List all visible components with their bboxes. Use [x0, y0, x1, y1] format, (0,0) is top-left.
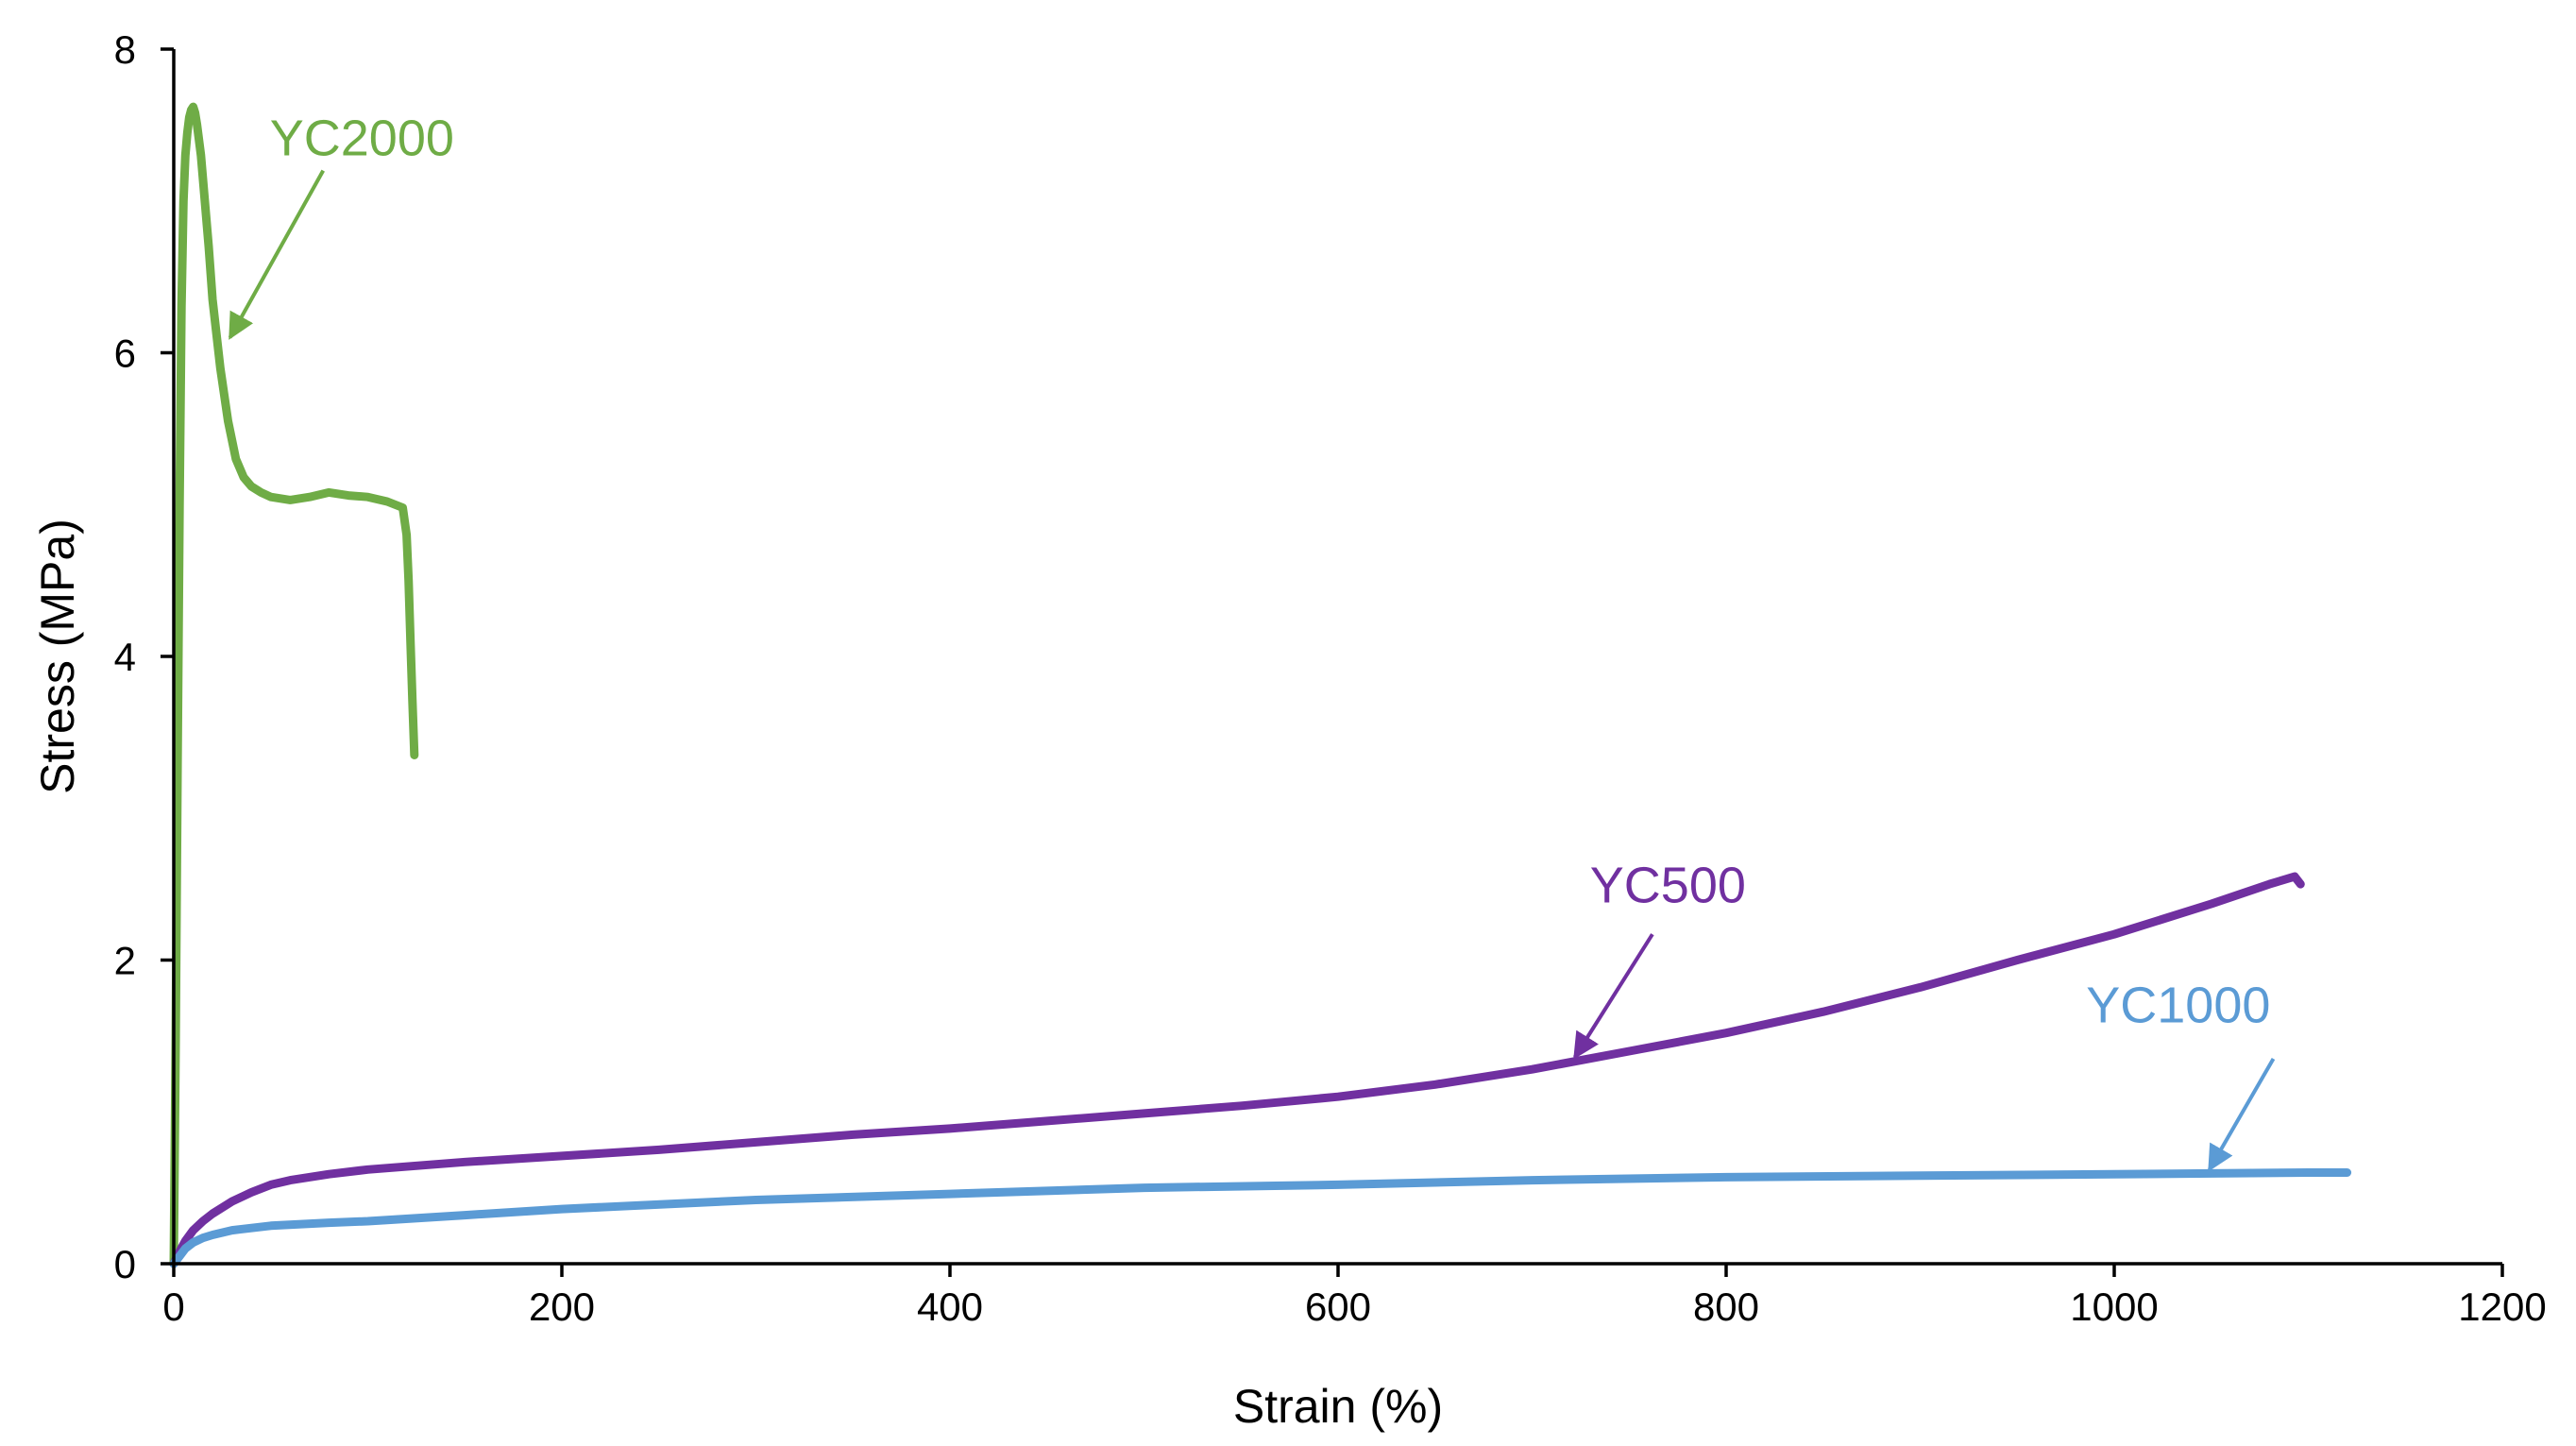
series-arrow-yc500 [1573, 933, 1654, 1060]
x-tick-label-800: 800 [1693, 1284, 1759, 1329]
x-axis-title: Strain (%) [1233, 1380, 1443, 1433]
x-tick-label-0: 0 [162, 1284, 184, 1329]
y-tick-label-2: 2 [114, 939, 136, 983]
series-arrow-yc1000 [2207, 1057, 2276, 1172]
x-tick-label-1000: 1000 [2070, 1284, 2158, 1329]
x-tick-label-400: 400 [917, 1284, 983, 1329]
series-line-yc500 [169, 872, 2305, 1268]
series-label-yc1000: YC1000 [2086, 977, 2270, 1033]
y-tick-label-4: 4 [114, 635, 136, 679]
series-line-yc2000 [169, 102, 419, 1268]
axes-layer: 0 200 400 600 800 1000 1200 0 2 4 6 8 [114, 27, 2547, 1329]
series-layer [169, 102, 2352, 1268]
y-tick-label-6: 6 [114, 332, 136, 376]
series-line-yc1000 [169, 1168, 2352, 1268]
x-tick-label-600: 600 [1305, 1284, 1371, 1329]
y-tick-label-8: 8 [114, 27, 136, 72]
series-label-yc2000: YC2000 [270, 111, 454, 167]
y-tick-label-0: 0 [114, 1242, 136, 1286]
labels-layer: YC2000 YC500 YC1000 [228, 111, 2276, 1172]
x-tick-label-200: 200 [529, 1284, 595, 1329]
series-label-yc500: YC500 [1590, 857, 1746, 913]
y-axis-title: Stress (MPa) [31, 519, 84, 794]
series-arrow-yc2000 [228, 169, 325, 340]
x-tick-label-1200: 1200 [2458, 1284, 2546, 1329]
